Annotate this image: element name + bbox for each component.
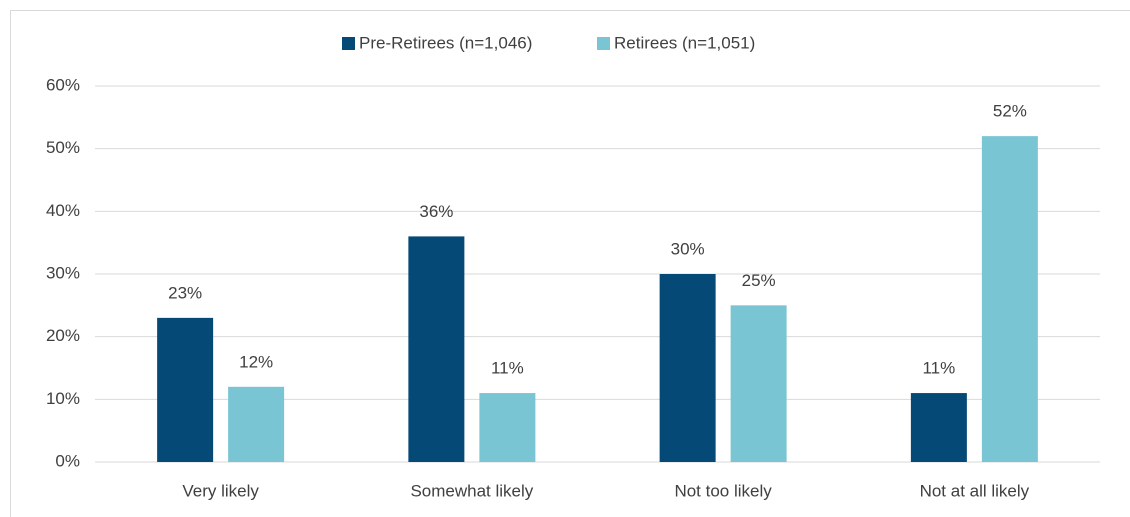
x-tick-label: Not at all likely: [920, 481, 1030, 500]
data-label: 11%: [922, 359, 955, 378]
y-tick-label: 20%: [46, 326, 80, 345]
bar: [981, 136, 1038, 462]
data-label: 36%: [419, 202, 453, 221]
data-label: 23%: [168, 283, 202, 302]
bar: [408, 236, 465, 462]
chart-border: [10, 10, 1130, 517]
data-label: 25%: [742, 271, 776, 290]
bar: [910, 393, 967, 462]
legend-label: Retirees (n=1,051): [614, 33, 755, 52]
y-tick-label: 50%: [46, 138, 80, 157]
data-label: 11%: [491, 359, 524, 378]
bar: [659, 274, 716, 462]
bar: [479, 393, 536, 462]
y-tick-label: 60%: [46, 75, 80, 94]
x-tick-label: Very likely: [182, 481, 259, 500]
bar: [228, 386, 285, 462]
data-label: 30%: [671, 239, 705, 258]
bar: [730, 305, 787, 462]
y-tick-label: 0%: [55, 451, 80, 470]
legend-swatch: [597, 37, 610, 50]
y-tick-label: 40%: [46, 201, 80, 220]
data-label: 52%: [993, 102, 1027, 121]
legend-label: Pre-Retirees (n=1,046): [359, 33, 532, 52]
x-tick-label: Somewhat likely: [410, 481, 533, 500]
y-tick-label: 10%: [46, 389, 80, 408]
data-label: 12%: [239, 352, 273, 371]
legend-swatch: [342, 37, 355, 50]
x-tick-label: Not too likely: [674, 481, 772, 500]
bar: [157, 317, 214, 462]
y-tick-label: 30%: [46, 263, 80, 282]
